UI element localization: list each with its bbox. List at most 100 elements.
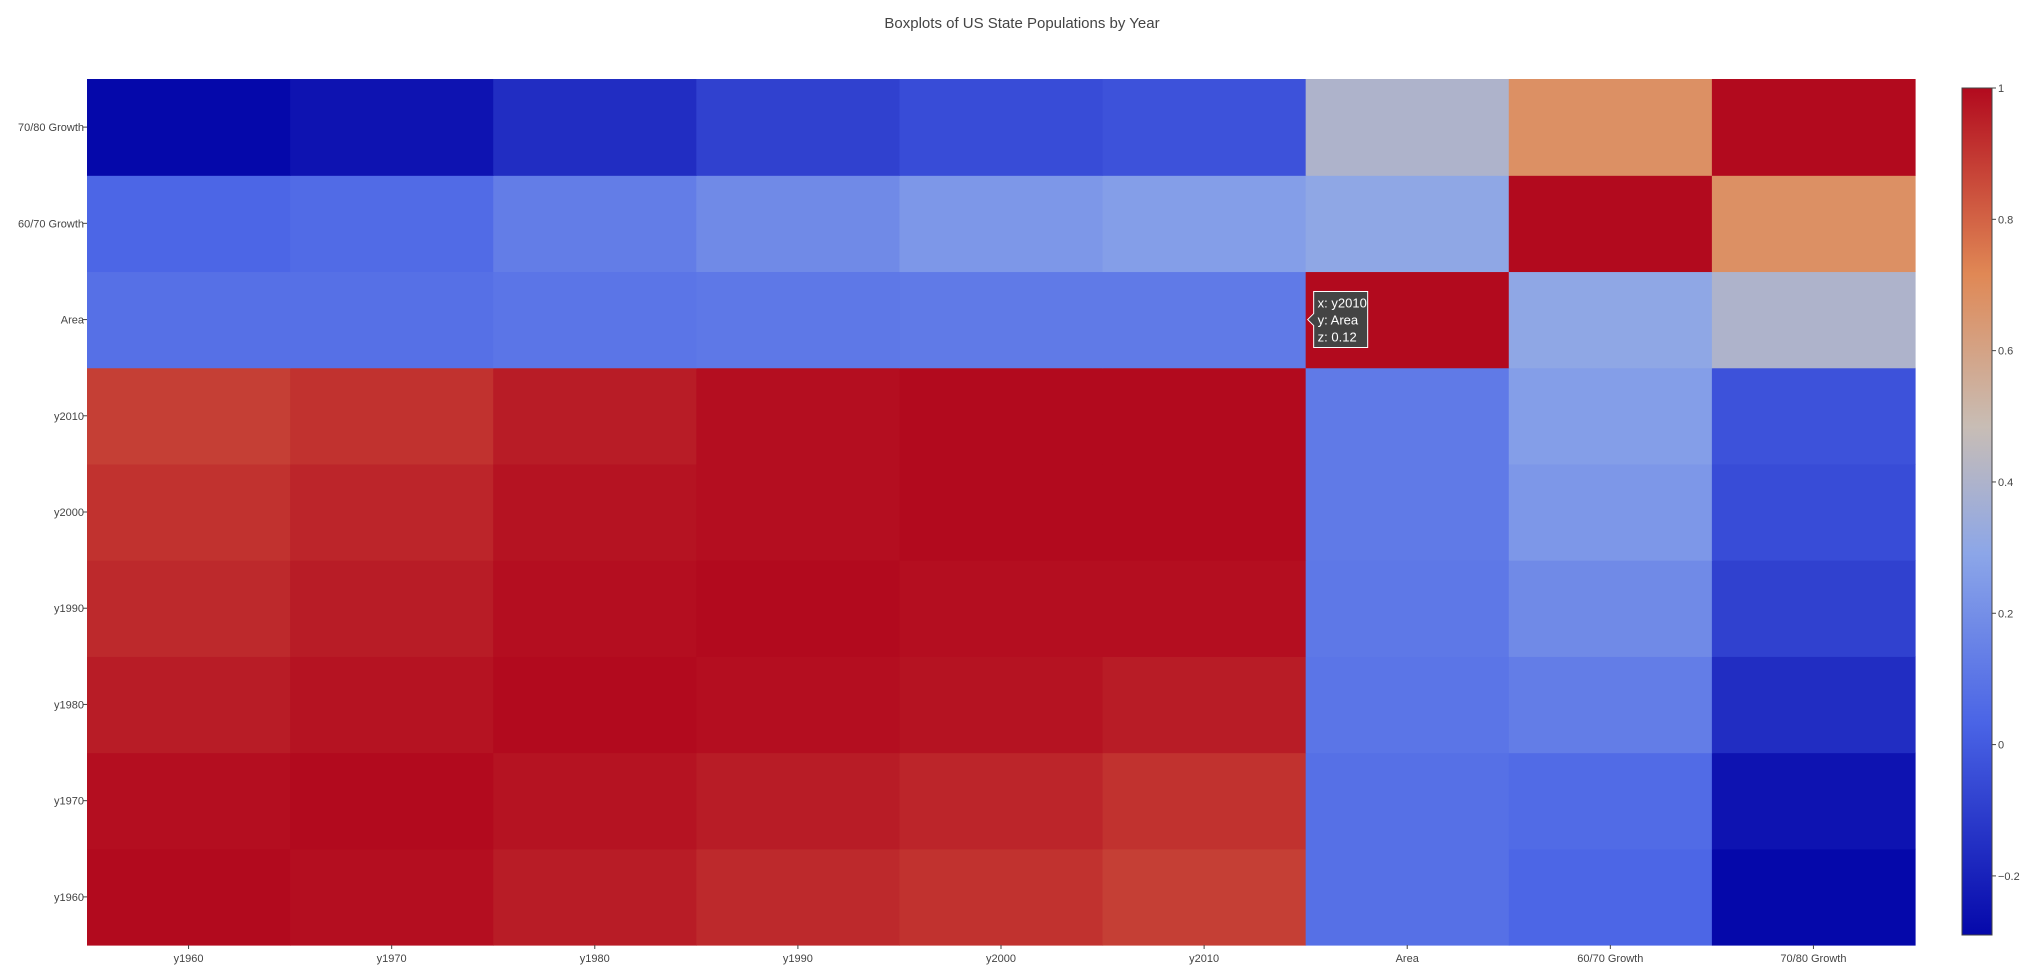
heatmap-cell[interactable] xyxy=(1711,175,1916,273)
heatmap-cell[interactable] xyxy=(1508,848,1713,946)
heatmap-cell[interactable] xyxy=(1102,367,1307,465)
heatmap-cell[interactable] xyxy=(1305,367,1510,465)
x-axis: y1960 y1970 y1980 y1990 y2000 y2010 Area 60/70 … xyxy=(174,945,1846,965)
heatmap-cell[interactable] xyxy=(1508,79,1713,176)
heatmap-cell[interactable] xyxy=(696,79,901,176)
heatmap-cell[interactable] xyxy=(899,848,1104,946)
heatmap-cell[interactable] xyxy=(1102,752,1307,850)
heatmap-cell[interactable] xyxy=(696,752,901,850)
y-tick-label: y2010 xyxy=(54,411,84,423)
heatmap-cell[interactable] xyxy=(493,656,697,754)
heatmap-cell[interactable] xyxy=(290,79,494,176)
heatmap-cell[interactable] xyxy=(1508,271,1713,369)
heatmap-cell[interactable] xyxy=(1711,367,1916,465)
heatmap-cell[interactable] xyxy=(493,79,697,176)
y-tick-label: y1980 xyxy=(54,699,84,711)
heatmap-cell[interactable] xyxy=(1711,560,1916,657)
colorbar-tick-label: −0.2 xyxy=(1998,871,2020,883)
colorbar-tick-label: 0.2 xyxy=(1998,608,2013,620)
colorbar-tick-label: 1 xyxy=(1998,83,2004,95)
colorbar-gradient xyxy=(1961,87,1993,936)
x-tick-label: y1960 xyxy=(174,953,204,965)
heatmap-cell[interactable] xyxy=(696,367,901,465)
heatmap-cell[interactable] xyxy=(899,271,1104,369)
heatmap-cell[interactable] xyxy=(1508,752,1713,850)
heatmap-cell[interactable] xyxy=(87,79,291,176)
y-tick-label: 60/70 Growth xyxy=(18,218,84,230)
heatmap-cell[interactable] xyxy=(899,560,1104,657)
heatmap-cell[interactable] xyxy=(696,175,901,273)
colorbar-tick-label: 0.6 xyxy=(1998,346,2013,358)
heatmap-cell[interactable] xyxy=(696,560,901,657)
heatmap-cell[interactable] xyxy=(1508,367,1713,465)
y-tick-label: y1970 xyxy=(54,796,84,808)
heatmap-cell[interactable] xyxy=(1711,848,1916,946)
heatmap-cell[interactable] xyxy=(290,463,494,561)
heatmap-cell[interactable] xyxy=(1102,463,1307,561)
x-tick-label: y2010 xyxy=(1189,953,1219,965)
heatmap-cell[interactable] xyxy=(1102,560,1307,657)
heatmap-cell[interactable] xyxy=(493,463,697,561)
y-tick-label: y1990 xyxy=(54,603,84,615)
heatmap-cell[interactable] xyxy=(1711,463,1916,561)
heatmap-cell[interactable] xyxy=(1305,752,1510,850)
heatmap-cell[interactable] xyxy=(1305,656,1510,754)
heatmap-cell[interactable] xyxy=(899,367,1104,465)
heatmap-cell[interactable] xyxy=(493,271,697,369)
heatmap-cell[interactable] xyxy=(87,656,291,754)
heatmap-cell[interactable] xyxy=(1305,463,1510,561)
heatmap-cell[interactable] xyxy=(899,79,1104,176)
heatmap-cell[interactable] xyxy=(696,463,901,561)
heatmap-cell[interactable] xyxy=(87,560,291,657)
heatmap-cell[interactable] xyxy=(899,175,1104,273)
heatmap-cell[interactable] xyxy=(1711,656,1916,754)
heatmap-cell[interactable] xyxy=(290,560,494,657)
hover-tooltip: x: y2010 y: Area z: 0.12 xyxy=(1306,291,1369,349)
heatmap-cell[interactable] xyxy=(1305,79,1510,176)
heatmap-cell[interactable] xyxy=(1711,271,1916,369)
y-tick-label: y1960 xyxy=(54,892,84,904)
heatmap-cell[interactable] xyxy=(493,848,697,946)
heatmap-cell[interactable] xyxy=(1508,656,1713,754)
heatmap-cell[interactable] xyxy=(493,367,697,465)
heatmap-cell[interactable] xyxy=(1102,175,1307,273)
heatmap-cell[interactable] xyxy=(493,560,697,657)
heatmap-cell[interactable] xyxy=(290,175,494,273)
heatmap-cell[interactable] xyxy=(696,656,901,754)
heatmap-cell[interactable] xyxy=(1305,175,1510,273)
heatmap-cell[interactable] xyxy=(1305,848,1510,946)
heatmap-cell[interactable] xyxy=(87,271,291,369)
heatmap-cell[interactable] xyxy=(87,752,291,850)
heatmap-cell[interactable] xyxy=(899,656,1104,754)
heatmap-cell[interactable] xyxy=(1711,79,1916,176)
heatmap-cell[interactable] xyxy=(290,271,494,369)
heatmap-cell[interactable] xyxy=(696,271,901,369)
heatmap-cell[interactable] xyxy=(1508,175,1713,273)
heatmap-cell[interactable] xyxy=(1102,848,1307,946)
colorbar-tick-label: 0 xyxy=(1998,740,2004,752)
chart-title: Boxplots of US State Populations by Year xyxy=(884,15,1159,32)
heatmap-cell[interactable] xyxy=(1508,560,1713,657)
heatmap-cell[interactable] xyxy=(1305,560,1510,657)
hover-line: z: 0.12 xyxy=(1318,330,1357,345)
heatmap-cell[interactable] xyxy=(87,367,291,465)
heatmap-cell[interactable] xyxy=(1102,271,1307,369)
heatmap-cell[interactable] xyxy=(696,848,901,946)
heatmap-cell[interactable] xyxy=(899,463,1104,561)
heatmap-cell[interactable] xyxy=(87,175,291,273)
heatmap-cell[interactable] xyxy=(87,848,291,946)
heatmap-cell[interactable] xyxy=(290,656,494,754)
heatmap-cell[interactable] xyxy=(1508,463,1713,561)
heatmap-cell[interactable] xyxy=(1102,79,1307,176)
heatmap-cell[interactable] xyxy=(493,175,697,273)
heatmap-cell[interactable] xyxy=(290,752,494,850)
heatmap-cell[interactable] xyxy=(493,752,697,850)
heatmap-cell[interactable] xyxy=(290,367,494,465)
heatmap-cells xyxy=(87,79,1916,946)
heatmap-cell[interactable] xyxy=(87,463,291,561)
heatmap-cell[interactable] xyxy=(899,752,1104,850)
heatmap-cell[interactable] xyxy=(1102,656,1307,754)
heatmap-cell[interactable] xyxy=(290,848,494,946)
heatmap-cell[interactable] xyxy=(1711,752,1916,850)
